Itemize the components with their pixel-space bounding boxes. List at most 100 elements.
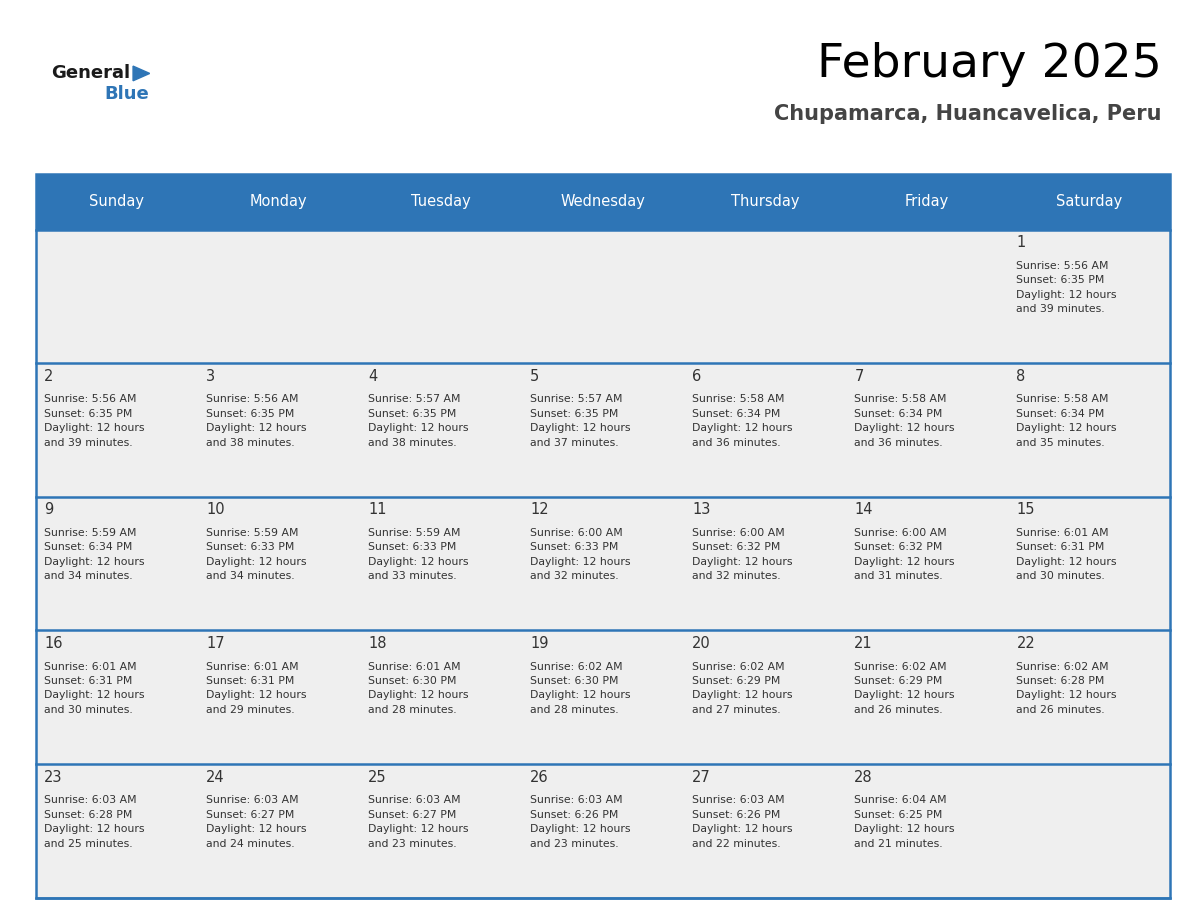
Bar (684, 764, 846, 898)
Bar (36, 364, 197, 497)
Text: 15: 15 (1017, 502, 1035, 518)
Bar (684, 497, 846, 631)
Text: 13: 13 (693, 502, 710, 518)
Polygon shape (133, 66, 150, 81)
Text: Saturday: Saturday (1056, 195, 1123, 209)
Text: 23: 23 (44, 769, 63, 785)
Bar (846, 364, 1009, 497)
Bar (360, 364, 522, 497)
Text: Wednesday: Wednesday (561, 195, 645, 209)
Text: Sunrise: 6:01 AM
Sunset: 6:31 PM
Daylight: 12 hours
and 30 minutes.: Sunrise: 6:01 AM Sunset: 6:31 PM Dayligh… (1017, 528, 1117, 581)
Text: General: General (51, 64, 131, 83)
Bar (36, 497, 197, 631)
Bar (197, 230, 360, 364)
Bar (360, 230, 522, 364)
Text: 2: 2 (44, 369, 53, 384)
Text: 11: 11 (368, 502, 386, 518)
Bar (197, 174, 360, 230)
Text: Sunrise: 5:57 AM
Sunset: 6:35 PM
Daylight: 12 hours
and 38 minutes.: Sunrise: 5:57 AM Sunset: 6:35 PM Dayligh… (368, 395, 468, 448)
Bar (522, 497, 684, 631)
Text: Sunrise: 5:58 AM
Sunset: 6:34 PM
Daylight: 12 hours
and 36 minutes.: Sunrise: 5:58 AM Sunset: 6:34 PM Dayligh… (854, 395, 955, 448)
Bar (36, 174, 197, 230)
Text: Sunrise: 6:01 AM
Sunset: 6:31 PM
Daylight: 12 hours
and 29 minutes.: Sunrise: 6:01 AM Sunset: 6:31 PM Dayligh… (206, 662, 307, 715)
Text: Chupamarca, Huancavelica, Peru: Chupamarca, Huancavelica, Peru (775, 104, 1162, 124)
Text: Sunday: Sunday (89, 195, 144, 209)
Text: Sunrise: 6:00 AM
Sunset: 6:32 PM
Daylight: 12 hours
and 32 minutes.: Sunrise: 6:00 AM Sunset: 6:32 PM Dayligh… (693, 528, 792, 581)
Bar (197, 497, 360, 631)
Text: 9: 9 (44, 502, 53, 518)
Bar (522, 631, 684, 764)
Text: Sunrise: 6:03 AM
Sunset: 6:27 PM
Daylight: 12 hours
and 24 minutes.: Sunrise: 6:03 AM Sunset: 6:27 PM Dayligh… (206, 795, 307, 848)
Text: 7: 7 (854, 369, 864, 384)
Text: 4: 4 (368, 369, 378, 384)
Text: 12: 12 (530, 502, 549, 518)
Bar (197, 764, 360, 898)
Bar (846, 230, 1009, 364)
Bar (684, 230, 846, 364)
Bar (846, 631, 1009, 764)
Text: 18: 18 (368, 636, 386, 651)
Text: 8: 8 (1017, 369, 1025, 384)
Text: Sunrise: 6:02 AM
Sunset: 6:28 PM
Daylight: 12 hours
and 26 minutes.: Sunrise: 6:02 AM Sunset: 6:28 PM Dayligh… (1017, 662, 1117, 715)
Text: 19: 19 (530, 636, 549, 651)
Text: Sunrise: 5:56 AM
Sunset: 6:35 PM
Daylight: 12 hours
and 39 minutes.: Sunrise: 5:56 AM Sunset: 6:35 PM Dayligh… (1017, 261, 1117, 314)
Text: Sunrise: 6:02 AM
Sunset: 6:29 PM
Daylight: 12 hours
and 26 minutes.: Sunrise: 6:02 AM Sunset: 6:29 PM Dayligh… (854, 662, 955, 715)
Text: Sunrise: 6:00 AM
Sunset: 6:33 PM
Daylight: 12 hours
and 32 minutes.: Sunrise: 6:00 AM Sunset: 6:33 PM Dayligh… (530, 528, 631, 581)
Bar (360, 764, 522, 898)
Text: Monday: Monday (249, 195, 308, 209)
Bar (522, 364, 684, 497)
Text: 28: 28 (854, 769, 873, 785)
Text: Friday: Friday (905, 195, 949, 209)
Bar (360, 631, 522, 764)
Bar (522, 174, 684, 230)
Text: 3: 3 (206, 369, 215, 384)
Bar (522, 230, 684, 364)
Bar (197, 631, 360, 764)
Bar (1009, 230, 1170, 364)
Text: Sunrise: 6:02 AM
Sunset: 6:29 PM
Daylight: 12 hours
and 27 minutes.: Sunrise: 6:02 AM Sunset: 6:29 PM Dayligh… (693, 662, 792, 715)
Bar (522, 764, 684, 898)
Bar (36, 631, 197, 764)
Text: 26: 26 (530, 769, 549, 785)
Bar (684, 631, 846, 764)
Text: Sunrise: 6:04 AM
Sunset: 6:25 PM
Daylight: 12 hours
and 21 minutes.: Sunrise: 6:04 AM Sunset: 6:25 PM Dayligh… (854, 795, 955, 848)
Text: Sunrise: 5:58 AM
Sunset: 6:34 PM
Daylight: 12 hours
and 35 minutes.: Sunrise: 5:58 AM Sunset: 6:34 PM Dayligh… (1017, 395, 1117, 448)
Text: 10: 10 (206, 502, 225, 518)
Bar (684, 364, 846, 497)
Text: Sunrise: 6:02 AM
Sunset: 6:30 PM
Daylight: 12 hours
and 28 minutes.: Sunrise: 6:02 AM Sunset: 6:30 PM Dayligh… (530, 662, 631, 715)
Bar (360, 497, 522, 631)
Text: 16: 16 (44, 636, 63, 651)
Text: Tuesday: Tuesday (411, 195, 470, 209)
Text: 25: 25 (368, 769, 387, 785)
Text: Sunrise: 5:59 AM
Sunset: 6:34 PM
Daylight: 12 hours
and 34 minutes.: Sunrise: 5:59 AM Sunset: 6:34 PM Dayligh… (44, 528, 145, 581)
Text: Sunrise: 6:03 AM
Sunset: 6:28 PM
Daylight: 12 hours
and 25 minutes.: Sunrise: 6:03 AM Sunset: 6:28 PM Dayligh… (44, 795, 145, 848)
Text: Sunrise: 6:01 AM
Sunset: 6:31 PM
Daylight: 12 hours
and 30 minutes.: Sunrise: 6:01 AM Sunset: 6:31 PM Dayligh… (44, 662, 145, 715)
Bar (1009, 764, 1170, 898)
Bar (846, 764, 1009, 898)
Text: 5: 5 (530, 369, 539, 384)
Text: Sunrise: 5:56 AM
Sunset: 6:35 PM
Daylight: 12 hours
and 39 minutes.: Sunrise: 5:56 AM Sunset: 6:35 PM Dayligh… (44, 395, 145, 448)
Text: 24: 24 (206, 769, 225, 785)
Bar (197, 364, 360, 497)
Text: 17: 17 (206, 636, 225, 651)
Text: Sunrise: 5:56 AM
Sunset: 6:35 PM
Daylight: 12 hours
and 38 minutes.: Sunrise: 5:56 AM Sunset: 6:35 PM Dayligh… (206, 395, 307, 448)
Bar (36, 174, 1170, 898)
Bar (1009, 631, 1170, 764)
Text: Sunrise: 6:03 AM
Sunset: 6:26 PM
Daylight: 12 hours
and 22 minutes.: Sunrise: 6:03 AM Sunset: 6:26 PM Dayligh… (693, 795, 792, 848)
Text: 22: 22 (1017, 636, 1035, 651)
Text: 27: 27 (693, 769, 710, 785)
Text: Sunrise: 6:03 AM
Sunset: 6:26 PM
Daylight: 12 hours
and 23 minutes.: Sunrise: 6:03 AM Sunset: 6:26 PM Dayligh… (530, 795, 631, 848)
Text: 21: 21 (854, 636, 873, 651)
Text: 14: 14 (854, 502, 873, 518)
Text: Sunrise: 5:57 AM
Sunset: 6:35 PM
Daylight: 12 hours
and 37 minutes.: Sunrise: 5:57 AM Sunset: 6:35 PM Dayligh… (530, 395, 631, 448)
Text: 6: 6 (693, 369, 702, 384)
Bar (1009, 497, 1170, 631)
Text: February 2025: February 2025 (817, 41, 1162, 87)
Bar (846, 174, 1009, 230)
Text: Sunrise: 6:00 AM
Sunset: 6:32 PM
Daylight: 12 hours
and 31 minutes.: Sunrise: 6:00 AM Sunset: 6:32 PM Dayligh… (854, 528, 955, 581)
Text: Thursday: Thursday (731, 195, 800, 209)
Bar (360, 174, 522, 230)
Bar (36, 764, 197, 898)
Bar (36, 230, 197, 364)
Text: Sunrise: 5:59 AM
Sunset: 6:33 PM
Daylight: 12 hours
and 34 minutes.: Sunrise: 5:59 AM Sunset: 6:33 PM Dayligh… (206, 528, 307, 581)
